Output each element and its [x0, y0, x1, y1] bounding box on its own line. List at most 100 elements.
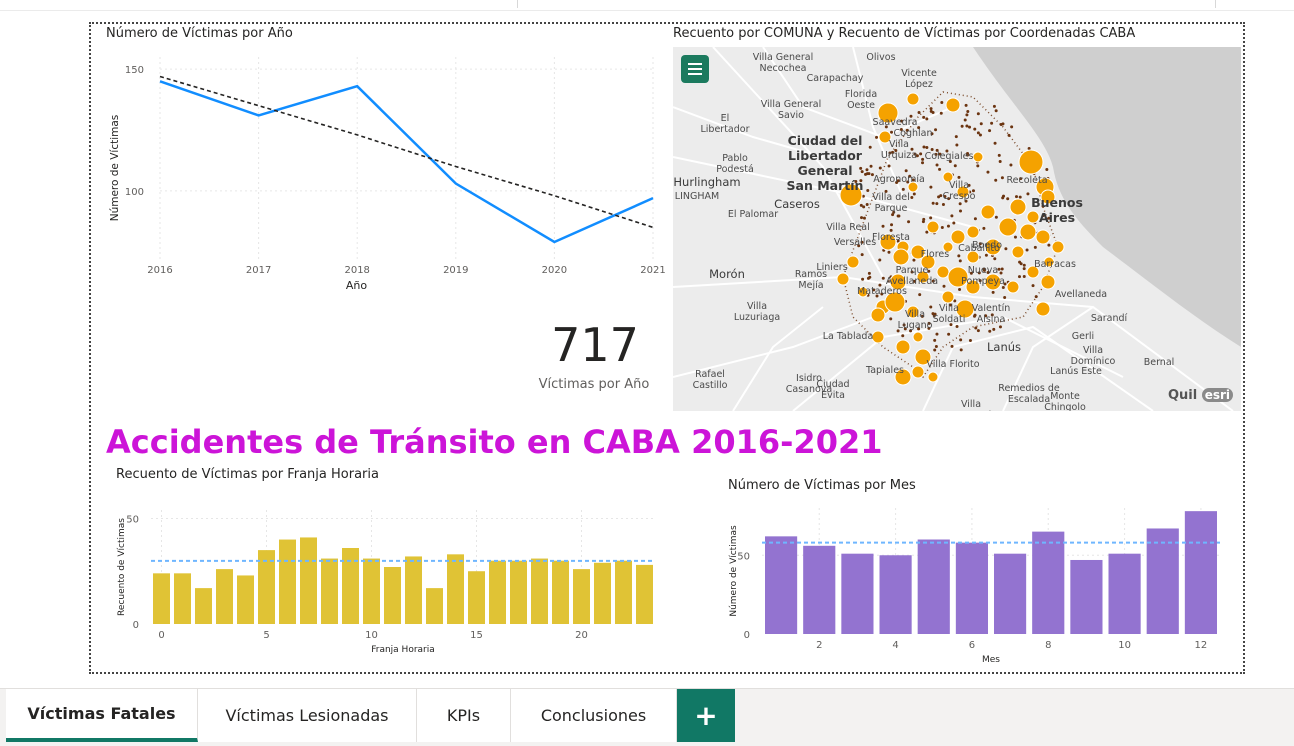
- incident-dot: [1023, 275, 1026, 278]
- bar: [918, 540, 950, 635]
- commune-bubble: [1036, 230, 1050, 244]
- bar: [573, 569, 590, 624]
- incident-dot: [986, 171, 989, 174]
- incident-dot: [954, 164, 957, 167]
- map-place-label: Bernal: [1144, 357, 1175, 368]
- incident-dot: [980, 122, 983, 125]
- bar: [300, 537, 317, 624]
- incident-dot: [951, 345, 954, 348]
- x-tick-label: 6: [969, 640, 975, 651]
- commune-bubble: [927, 221, 939, 233]
- bar: [1185, 511, 1217, 634]
- commune-bubble: [1012, 246, 1024, 258]
- bar: [321, 559, 338, 624]
- map-place-label: Villa General Savio: [761, 99, 822, 121]
- incident-dot: [1045, 168, 1048, 171]
- incident-dot: [955, 135, 958, 138]
- hour-chart-title: Recuento de Víctimas por Franja Horaria: [116, 467, 379, 482]
- map-place-label: Floresta: [872, 232, 910, 243]
- x-axis-label: Año: [346, 279, 367, 292]
- incident-dot: [976, 164, 979, 167]
- toolbar-divider: [517, 0, 518, 8]
- map-place-label: Valentín Alsina: [972, 303, 1010, 325]
- incident-dot: [993, 105, 996, 108]
- incident-dot: [925, 117, 928, 120]
- incident-dot: [994, 179, 997, 182]
- map-place-label: Villa Urquiza: [881, 139, 917, 161]
- incident-dot: [882, 277, 885, 280]
- map-place-label: Boedo: [972, 240, 1002, 251]
- incident-dot: [974, 217, 977, 220]
- bar: [880, 555, 912, 634]
- map-place-label: Vicente López: [901, 68, 937, 90]
- tab-conclusiones[interactable]: Conclusiones: [511, 689, 677, 742]
- add-page-button[interactable]: +: [677, 689, 735, 742]
- incident-dot: [864, 173, 867, 176]
- map-place-label: Villa General Necochea: [753, 52, 814, 74]
- map-place-label: Villa Real: [826, 222, 870, 233]
- commune-bubble: [928, 372, 938, 382]
- x-tick-label: 0: [158, 630, 164, 641]
- tab-kpis[interactable]: KPIs: [417, 689, 511, 742]
- incident-dot: [977, 112, 980, 115]
- map-place-label: Nueva Pompeya: [961, 265, 1005, 287]
- map-place-label: Villa Soldati: [933, 303, 966, 325]
- incident-dot: [1014, 236, 1017, 239]
- map-place-label: Carapachay: [807, 73, 864, 84]
- esri-logo: esri: [1202, 388, 1233, 402]
- incident-dot: [979, 133, 982, 136]
- y-tick-label: 0: [133, 620, 139, 631]
- incident-dot: [902, 188, 905, 191]
- map-place-label: Colegiales: [925, 151, 974, 162]
- incident-dot: [1047, 244, 1050, 247]
- map-place-label: Avellaneda: [1055, 289, 1107, 300]
- bar: [510, 561, 527, 624]
- incident-dot: [947, 333, 950, 336]
- bar: [594, 563, 611, 624]
- map-place-label: Agronomía: [873, 174, 925, 185]
- tab-victimas-fatales[interactable]: Víctimas Fatales: [6, 689, 198, 742]
- commune-bubble: [907, 93, 919, 105]
- incident-dot: [959, 259, 962, 262]
- commune-bubble: [837, 273, 849, 285]
- incident-dot: [879, 167, 882, 170]
- river-water: [973, 47, 1241, 347]
- commune-bubble: [951, 230, 965, 244]
- map-place-label: LINGHAM: [675, 191, 719, 202]
- map-place-label: Lanús: [987, 342, 1021, 353]
- commune-bubble: [937, 266, 949, 278]
- hamburger-menu-icon[interactable]: [681, 55, 709, 83]
- incident-dot: [1018, 261, 1021, 264]
- bar: [1070, 560, 1102, 634]
- map-place-label: Villa Domínico: [1071, 345, 1116, 367]
- map-place-label: Recoleta: [1006, 175, 1047, 186]
- incident-dot: [870, 165, 873, 168]
- y-tick-label: 50: [737, 551, 750, 562]
- map-place-label: Ciudad Evita: [816, 379, 849, 401]
- bar: [195, 588, 212, 624]
- incident-dot: [1032, 284, 1035, 287]
- map-place-label: Hurlingham: [673, 177, 740, 188]
- incident-dot: [999, 160, 1002, 163]
- y-tick-label: 150: [125, 65, 144, 76]
- bar: [1147, 528, 1179, 634]
- incident-dot: [936, 163, 939, 166]
- map-place-label: Villa Luzuriaga: [734, 301, 780, 323]
- tab-victimas-lesionadas[interactable]: Víctimas Lesionadas: [198, 689, 417, 742]
- bar: [636, 565, 653, 624]
- map-place-label: Versalles: [834, 237, 876, 248]
- incident-dot: [905, 169, 908, 172]
- x-axis-label: Mes: [982, 655, 1000, 665]
- x-tick-label: 5: [263, 630, 269, 641]
- map-place-label: Florida Oeste: [845, 89, 877, 111]
- x-tick-label: 20: [575, 630, 588, 641]
- incident-dot: [866, 203, 869, 206]
- incident-dot: [922, 116, 925, 119]
- incident-dot: [863, 217, 866, 220]
- incident-dot: [938, 168, 941, 171]
- incident-dot: [959, 202, 962, 205]
